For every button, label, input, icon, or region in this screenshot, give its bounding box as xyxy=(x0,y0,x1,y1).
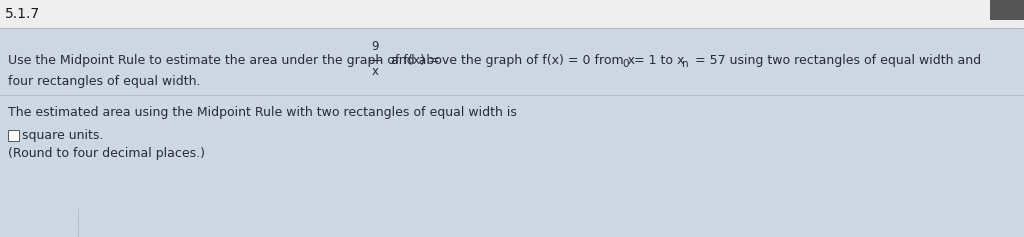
Text: 5.1.7: 5.1.7 xyxy=(5,7,40,21)
Bar xyxy=(990,0,1024,20)
Text: four rectangles of equal width.: four rectangles of equal width. xyxy=(8,76,201,88)
Bar xyxy=(0,0,1024,28)
Text: 0: 0 xyxy=(622,59,629,69)
Text: = 1 to x: = 1 to x xyxy=(630,54,684,67)
Text: Use the Midpoint Rule to estimate the area under the graph of f(x) =: Use the Midpoint Rule to estimate the ar… xyxy=(8,54,443,67)
Text: and above the graph of f(x) = 0 from x: and above the graph of f(x) = 0 from x xyxy=(387,54,635,67)
Text: square units.: square units. xyxy=(22,128,103,141)
Text: (Round to four decimal places.): (Round to four decimal places.) xyxy=(8,146,205,160)
Text: = 57 using two rectangles of equal width and: = 57 using two rectangles of equal width… xyxy=(691,54,981,67)
Bar xyxy=(0,28,1024,237)
Text: x: x xyxy=(372,65,379,78)
Text: The estimated area using the Midpoint Rule with two rectangles of equal width is: The estimated area using the Midpoint Ru… xyxy=(8,105,517,118)
Text: 9: 9 xyxy=(372,40,379,53)
Bar xyxy=(8,130,19,141)
Text: n: n xyxy=(682,59,688,69)
